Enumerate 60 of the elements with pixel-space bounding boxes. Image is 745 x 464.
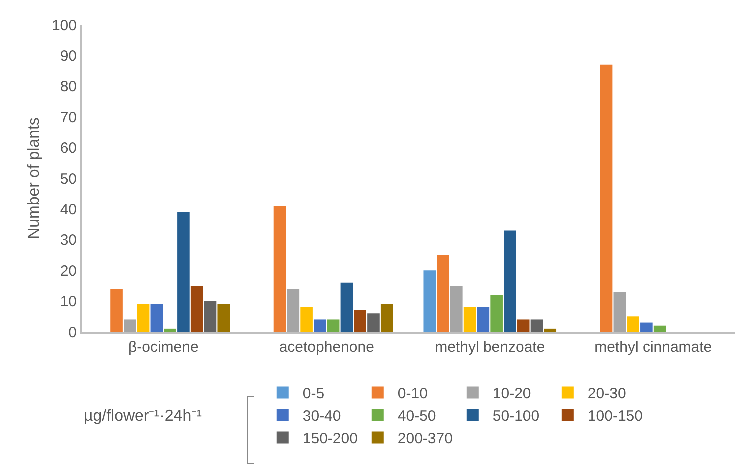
x-tick-label: β-ocimene — [128, 339, 199, 356]
y-axis-title: Number of plants — [26, 118, 43, 240]
legend-label: 0-10 — [398, 386, 428, 403]
y-tick-label: 80 — [60, 78, 77, 96]
bar — [530, 320, 544, 332]
bar — [627, 316, 640, 332]
bar — [464, 307, 476, 332]
bar — [354, 310, 366, 332]
y-tick-label: 30 — [60, 232, 77, 250]
bar — [380, 304, 394, 332]
bar — [614, 292, 626, 332]
legend-title: µg/flower⁻¹·24h⁻¹ — [84, 408, 202, 425]
bar — [517, 320, 530, 332]
bar — [450, 286, 463, 332]
y-tick-label: 50 — [60, 170, 77, 188]
bar — [218, 304, 230, 332]
bar — [164, 328, 176, 332]
y-tick-label: 40 — [60, 201, 77, 218]
x-tick-label: methyl cinnamate — [594, 339, 712, 356]
y-tick-label: 0 — [68, 324, 77, 342]
bar — [300, 307, 313, 332]
x-tick-label: acetophenone — [279, 339, 374, 356]
y-tick-label: 70 — [60, 109, 77, 126]
bar — [654, 326, 666, 332]
bar — [504, 230, 516, 332]
legend-label: 0-5 — [302, 386, 325, 403]
bar — [490, 295, 503, 332]
bar — [178, 212, 190, 332]
bar — [424, 270, 436, 332]
bar — [124, 320, 136, 332]
bar — [544, 328, 557, 332]
y-tick-label: 20 — [60, 262, 77, 280]
legend-label: 40-50 — [398, 408, 436, 426]
bar — [327, 320, 340, 332]
bar — [437, 255, 450, 332]
bar — [314, 320, 326, 332]
bar — [137, 304, 150, 332]
bar — [600, 64, 613, 332]
legend-label: 10-20 — [492, 386, 532, 403]
y-tick-label: 60 — [60, 140, 77, 158]
bar — [190, 286, 204, 332]
bar — [477, 307, 490, 332]
y-tick-label: 10 — [60, 294, 77, 311]
y-tick-label: 90 — [60, 48, 77, 65]
bar — [640, 322, 653, 332]
legend-label: 100-150 — [588, 408, 643, 426]
bar — [150, 304, 164, 332]
y-tick-label: 100 — [52, 17, 77, 34]
legend-label: 30-40 — [302, 408, 342, 426]
legend-label: 50-100 — [492, 408, 540, 426]
x-tick-label: methyl benzoate — [435, 339, 546, 356]
legend-label: 150-200 — [302, 430, 358, 448]
bar — [340, 282, 354, 332]
bar — [368, 314, 380, 332]
legend-label: 200-370 — [398, 430, 453, 448]
bar — [274, 206, 286, 332]
bar — [110, 289, 123, 332]
bar — [287, 289, 300, 332]
bar — [204, 301, 217, 332]
legend-label: 20-30 — [588, 386, 626, 403]
